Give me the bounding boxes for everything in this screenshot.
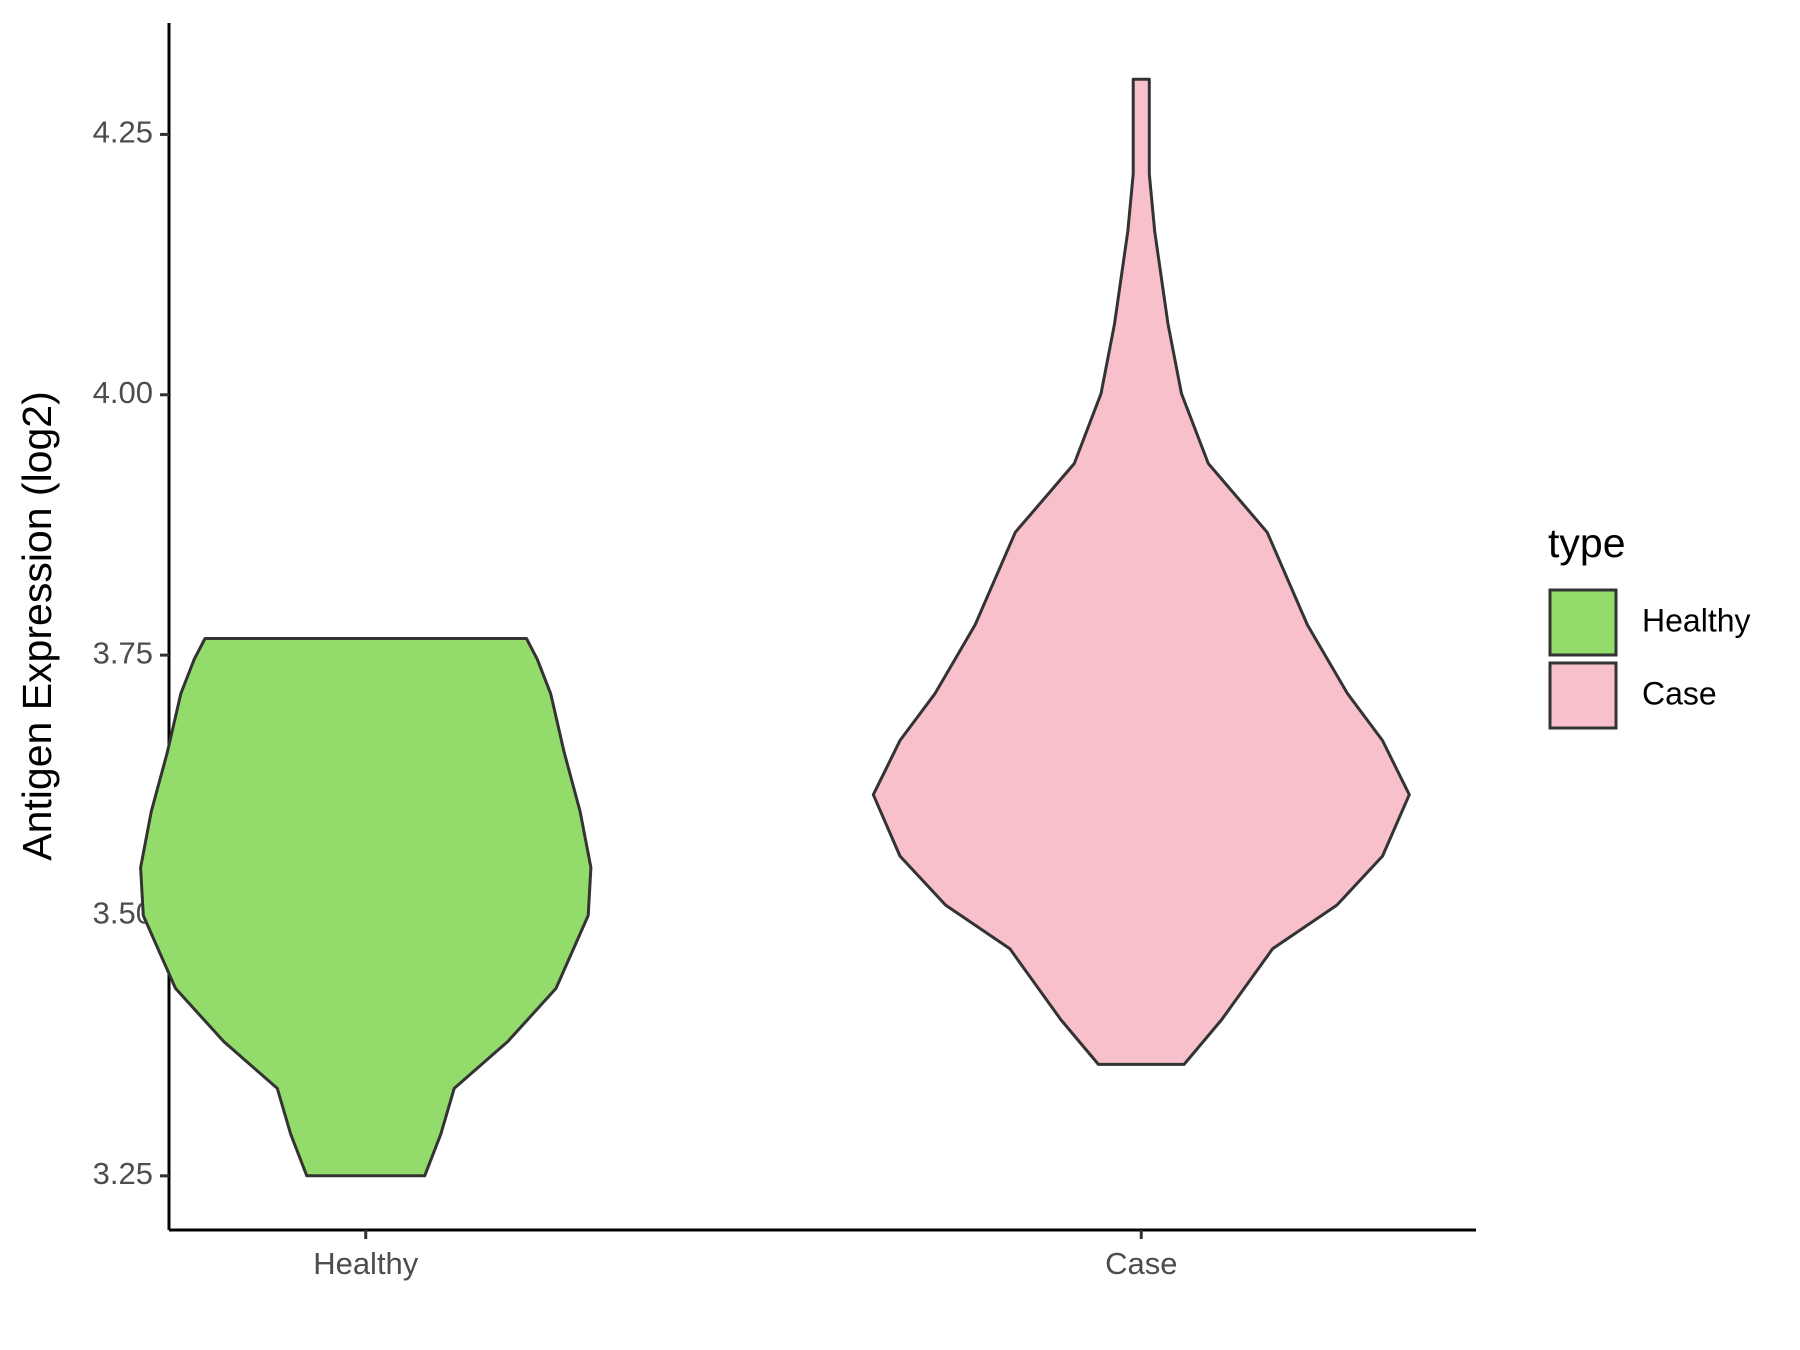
y-tick-label: 4.00 — [93, 375, 153, 410]
legend-label: Case — [1642, 675, 1717, 711]
legend-key — [1548, 661, 1618, 730]
x-tick-label: Case — [1105, 1246, 1177, 1281]
x-tick-label: Healthy — [313, 1246, 419, 1281]
legend-title: type — [1548, 520, 1626, 566]
y-tick-label: 3.75 — [93, 635, 153, 670]
y-axis-title: Antigen Expression (log2) — [14, 391, 60, 860]
legend-key — [1548, 588, 1618, 657]
y-tick-label: 3.25 — [93, 1156, 153, 1191]
legend-label: Healthy — [1642, 602, 1751, 638]
violin — [871, 77, 1411, 1066]
violin — [139, 637, 593, 1178]
y-tick-label: 4.25 — [93, 115, 153, 150]
